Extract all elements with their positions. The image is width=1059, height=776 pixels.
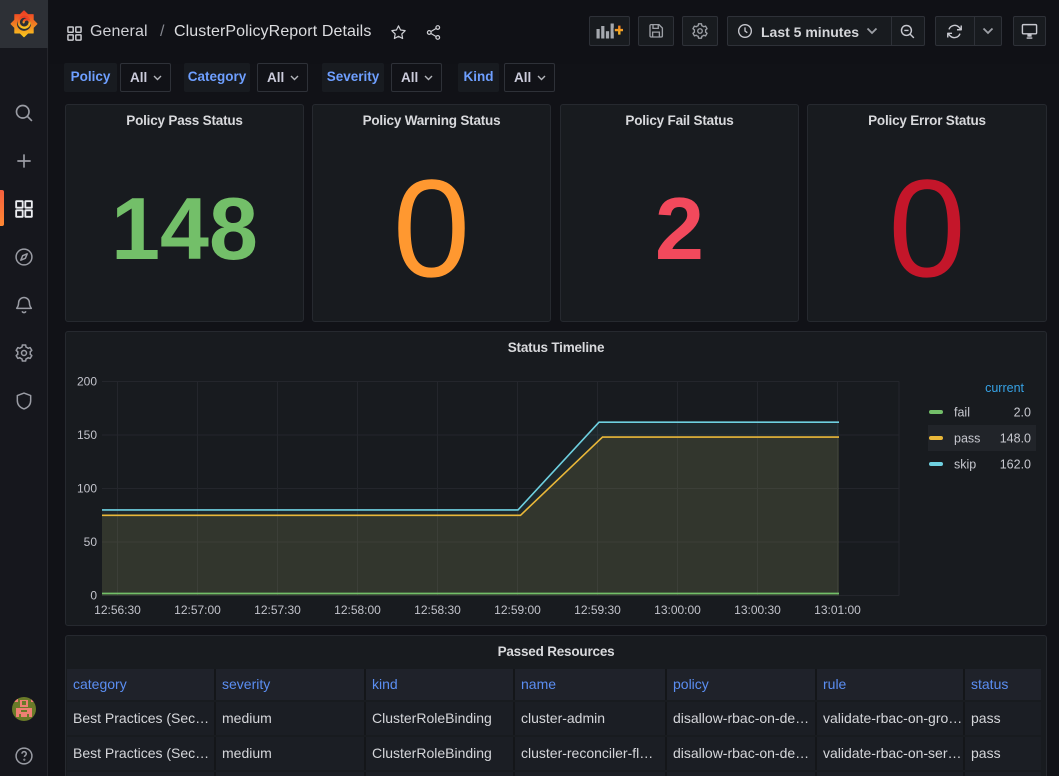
svg-text:13:00:00: 13:00:00	[654, 603, 701, 617]
svg-text:12:57:30: 12:57:30	[254, 603, 301, 617]
svg-text:0: 0	[90, 589, 97, 603]
svg-text:150: 150	[77, 428, 97, 442]
svg-text:pass: pass	[954, 432, 980, 446]
svg-text:13:01:00: 13:01:00	[814, 603, 861, 617]
svg-text:12:59:00: 12:59:00	[494, 603, 541, 617]
svg-text:162.0: 162.0	[1000, 458, 1031, 472]
svg-text:current: current	[985, 381, 1024, 395]
svg-text:148.0: 148.0	[1000, 432, 1031, 446]
svg-text:12:59:30: 12:59:30	[574, 603, 621, 617]
svg-text:2.0: 2.0	[1014, 406, 1031, 420]
svg-text:12:58:30: 12:58:30	[414, 603, 461, 617]
svg-text:skip: skip	[954, 458, 976, 472]
svg-text:12:56:30: 12:56:30	[94, 603, 141, 617]
svg-text:200: 200	[77, 375, 97, 389]
svg-text:fail: fail	[954, 406, 970, 420]
svg-text:100: 100	[77, 482, 97, 496]
svg-text:12:57:00: 12:57:00	[174, 603, 221, 617]
svg-text:50: 50	[84, 535, 98, 549]
svg-text:13:00:30: 13:00:30	[734, 603, 781, 617]
svg-text:12:58:00: 12:58:00	[334, 603, 381, 617]
